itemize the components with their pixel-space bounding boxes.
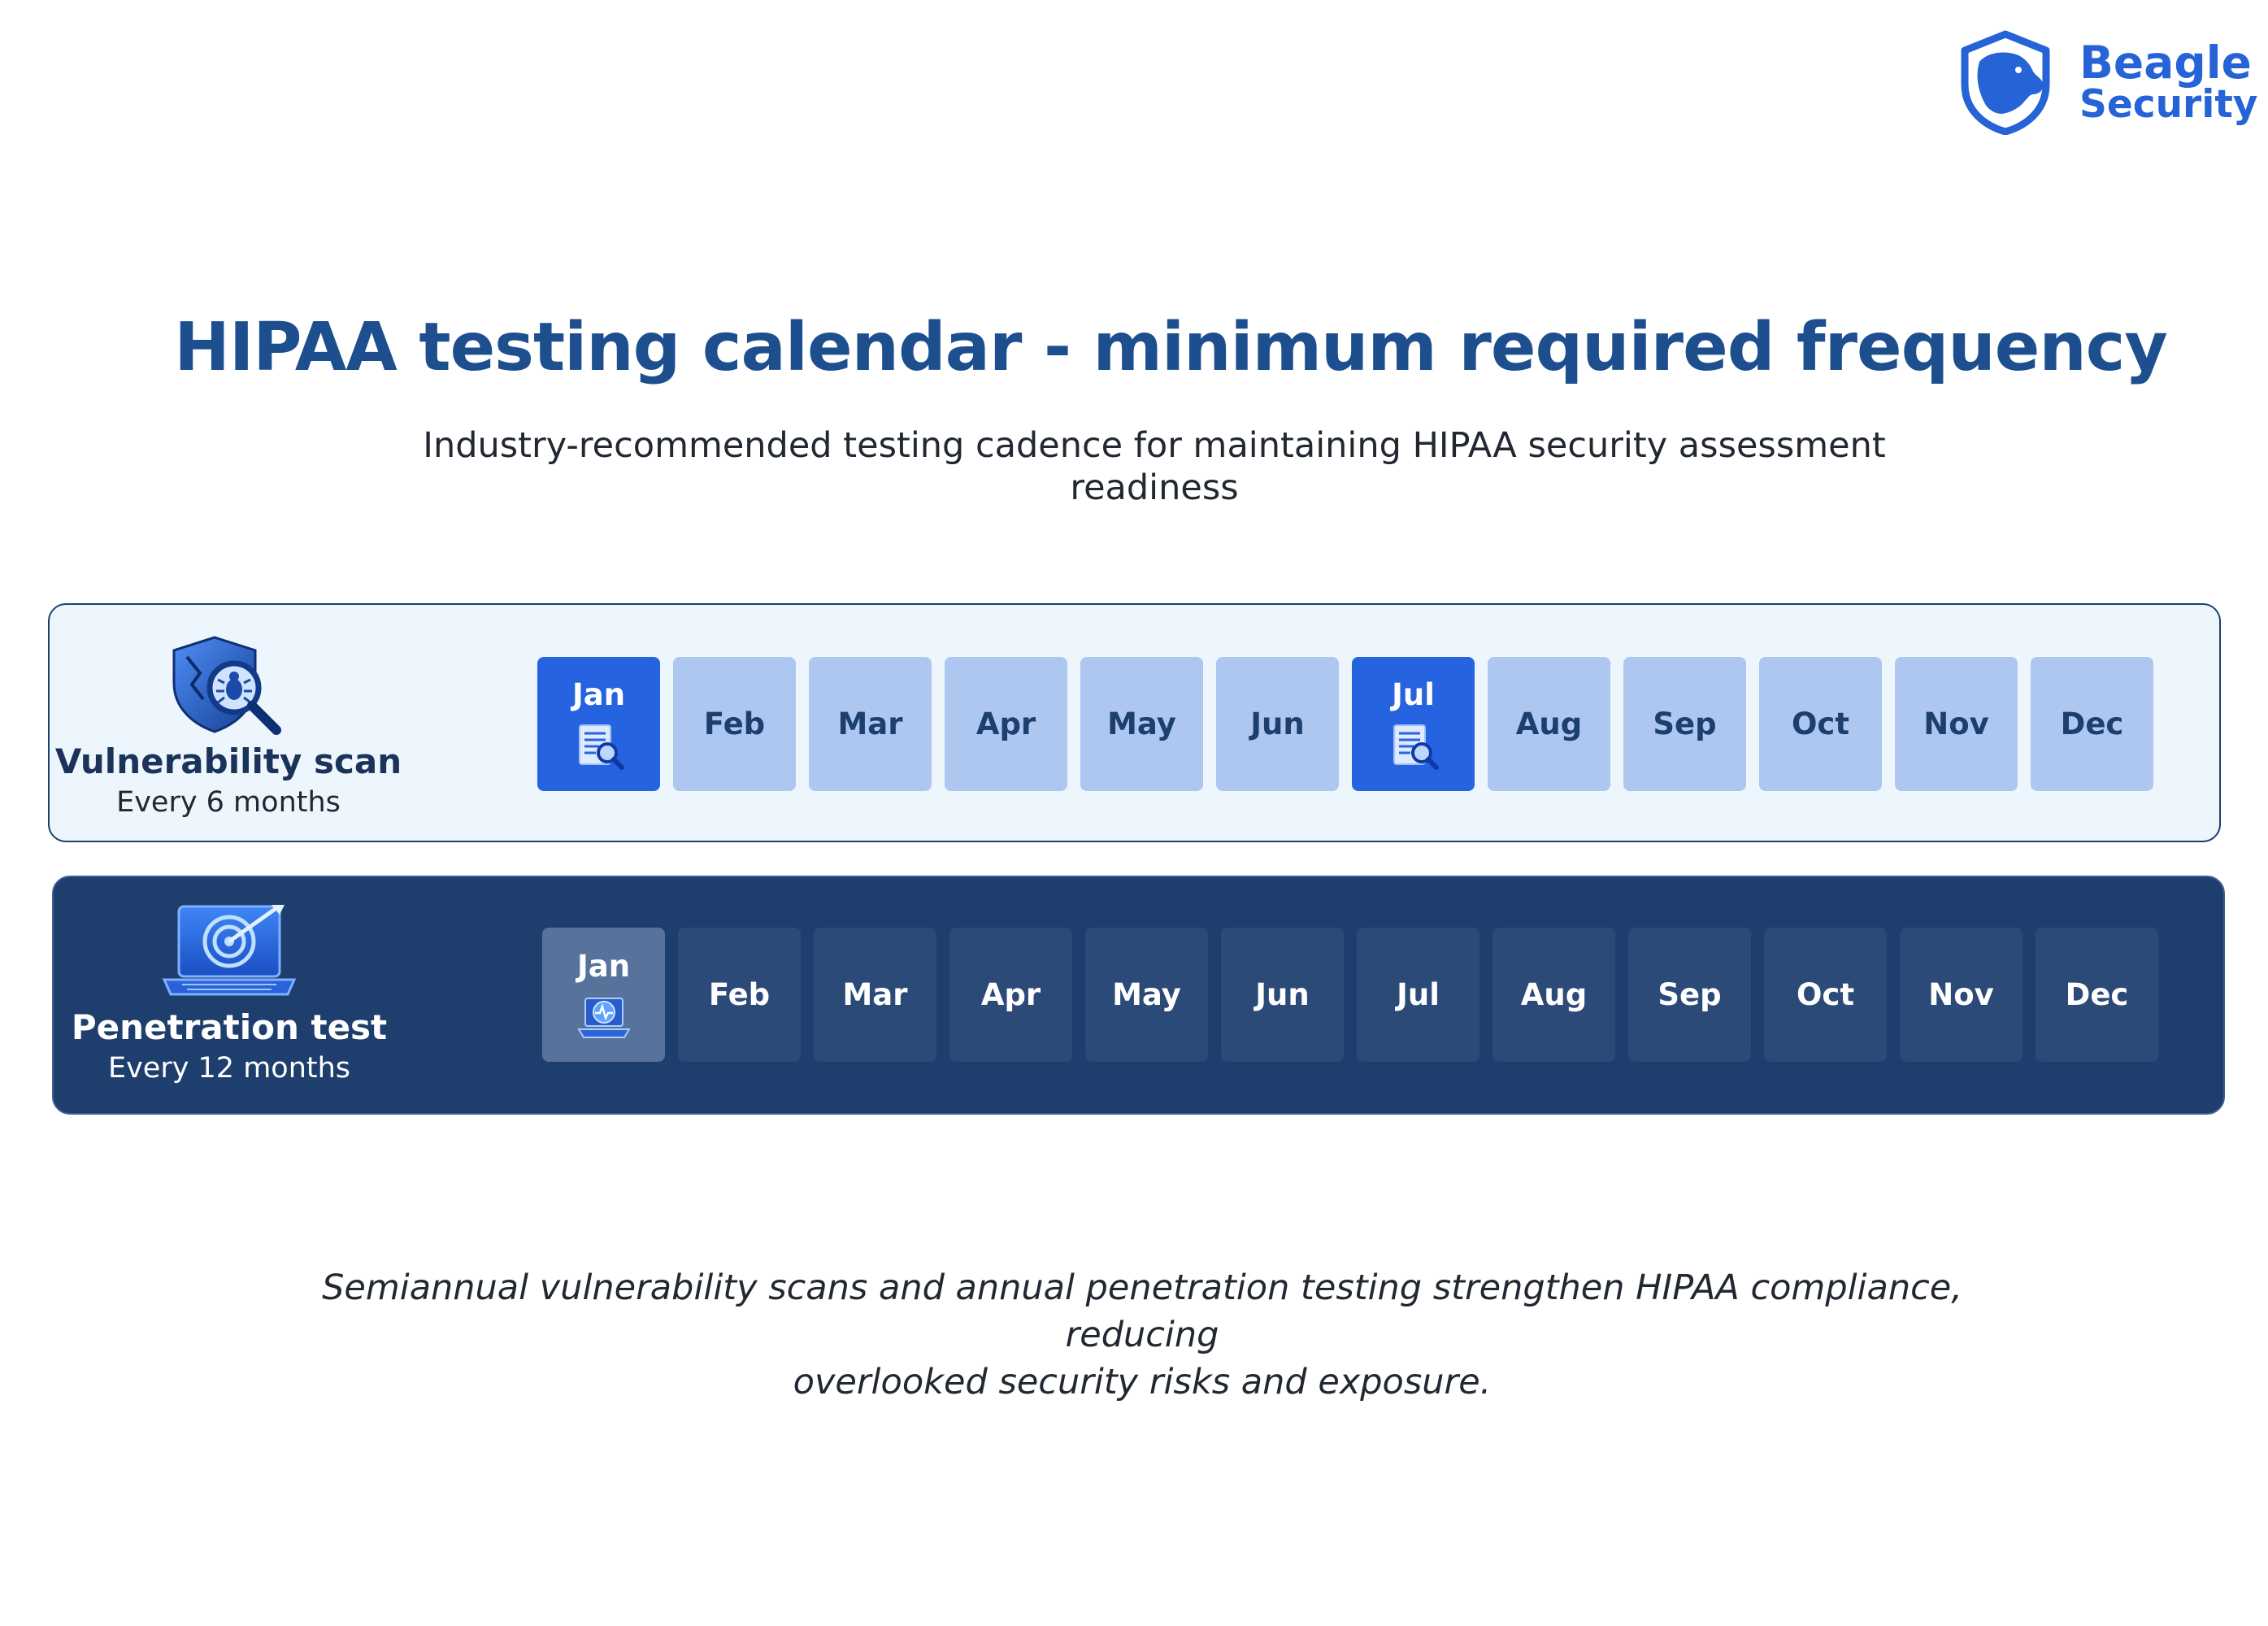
month-cell-dec: Dec (2036, 928, 2158, 1062)
laptop-pulse-icon (576, 998, 631, 1038)
month-label: Mar (842, 977, 908, 1012)
month-label: Oct (1796, 977, 1855, 1012)
month-label: May (1107, 706, 1176, 741)
month-label: Jul (1392, 677, 1435, 712)
page-subtitle: Industry-recommended testing cadence for… (382, 424, 1927, 509)
month-cell-aug: Aug (1492, 928, 1615, 1062)
month-cell-jan: Jan (537, 657, 660, 791)
month-cell-nov: Nov (1900, 928, 2023, 1062)
month-label: Feb (708, 977, 771, 1012)
month-label: Jun (1250, 706, 1305, 741)
month-label: Sep (1653, 706, 1717, 741)
shield-bug-magnifier-icon (172, 636, 281, 735)
month-cell-apr: Apr (949, 928, 1072, 1062)
month-cell-mar: Mar (814, 928, 936, 1062)
row-frequency: Every 12 months (107, 1052, 351, 1085)
row-frequency: Every 6 months (116, 786, 341, 819)
month-cell-dec: Dec (2031, 657, 2153, 791)
month-label: Jul (1397, 977, 1440, 1012)
logo-line-2: Security (2079, 82, 2258, 128)
month-cell-nov: Nov (1895, 657, 2018, 791)
month-cell-may: May (1085, 928, 1208, 1062)
beagle-security-logo: Beagle Security (1955, 29, 2257, 135)
month-label: Oct (1791, 706, 1850, 741)
footer-line-1: Semiannual vulnerability scans and annua… (322, 1267, 1962, 1355)
month-cell-apr: Apr (945, 657, 1067, 791)
month-cell-may: May (1080, 657, 1203, 791)
report-magnifier-icon (1393, 724, 1439, 770)
row-label: Vulnerability scan Every 6 months (50, 634, 407, 819)
month-label: Jun (1255, 977, 1310, 1012)
month-cell-jun: Jun (1216, 657, 1339, 791)
row-name: Penetration test (71, 1007, 388, 1047)
month-cell-jul: Jul (1352, 657, 1475, 791)
row-name: Vulnerability scan (54, 741, 402, 781)
footer-note: Semiannual vulnerability scans and annua… (244, 1264, 2040, 1406)
month-cell-sep: Sep (1623, 657, 1746, 791)
month-label: Nov (1928, 977, 1994, 1012)
vulnerability-scan-row: Vulnerability scan Every 6 months Jan Fe… (48, 603, 2221, 842)
month-grid: Jan Feb Mar Apr May Jun Jul Aug Sep Oct … (537, 657, 2153, 791)
month-label: Feb (703, 706, 766, 741)
footer-line-2: overlooked security risks and exposure. (793, 1362, 1492, 1402)
month-label: Dec (2065, 977, 2129, 1012)
month-cell-jul: Jul (1357, 928, 1479, 1062)
month-label: May (1112, 977, 1181, 1012)
month-label: Mar (837, 706, 903, 741)
beagle-shield-icon (1961, 30, 2050, 135)
month-label: Jan (576, 949, 631, 984)
month-cell-aug: Aug (1488, 657, 1610, 791)
subtitle-line-1: Industry-recommended testing cadence for… (423, 425, 1886, 466)
month-label: Nov (1923, 706, 1989, 741)
month-label: Jan (571, 677, 626, 712)
month-cell-jun: Jun (1221, 928, 1344, 1062)
month-cell-feb: Feb (673, 657, 796, 791)
penetration-test-row: Penetration test Every 12 months Jan Feb… (52, 876, 2225, 1115)
row-label: Penetration test Every 12 months (50, 902, 408, 1085)
report-magnifier-icon (578, 724, 624, 770)
page-title: HIPAA testing calendar - minimum require… (174, 309, 2168, 386)
month-label: Apr (980, 977, 1041, 1012)
month-cell-oct: Oct (1764, 928, 1887, 1062)
laptop-target-icon (162, 905, 297, 996)
month-label: Apr (975, 706, 1036, 741)
month-label: Aug (1520, 977, 1588, 1012)
month-cell-jan: Jan (542, 928, 665, 1062)
month-cell-feb: Feb (678, 928, 801, 1062)
month-cell-oct: Oct (1759, 657, 1882, 791)
month-grid: Jan Feb Mar Apr May Jun Jul Aug Sep Oct … (542, 928, 2158, 1062)
month-cell-sep: Sep (1628, 928, 1751, 1062)
logo-line-1: Beagle (2079, 36, 2252, 89)
month-label: Aug (1515, 706, 1583, 741)
month-cell-mar: Mar (809, 657, 932, 791)
subtitle-line-2: readiness (1070, 467, 1239, 508)
month-label: Sep (1658, 977, 1722, 1012)
month-label: Dec (2060, 706, 2124, 741)
